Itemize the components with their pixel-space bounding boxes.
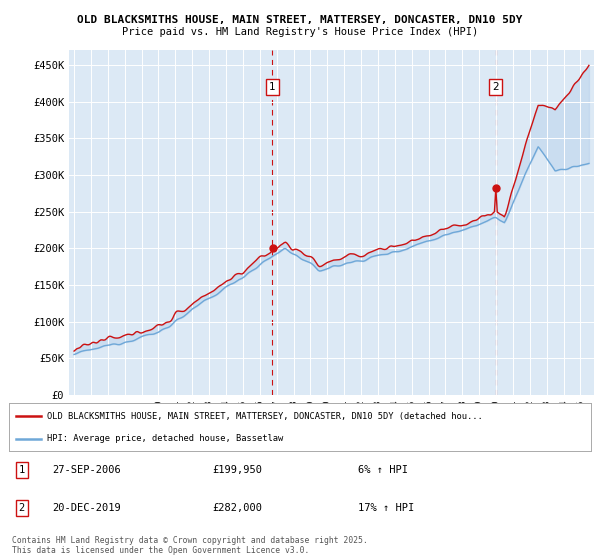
Text: 1: 1 [19,465,25,475]
Text: HPI: Average price, detached house, Bassetlaw: HPI: Average price, detached house, Bass… [47,435,283,444]
Text: £282,000: £282,000 [212,503,263,513]
Text: 2: 2 [492,82,499,92]
Text: OLD BLACKSMITHS HOUSE, MAIN STREET, MATTERSEY, DONCASTER, DN10 5DY: OLD BLACKSMITHS HOUSE, MAIN STREET, MATT… [77,15,523,25]
Text: 2: 2 [19,503,25,513]
Text: £199,950: £199,950 [212,465,263,475]
Text: 17% ↑ HPI: 17% ↑ HPI [358,503,415,513]
Text: 6% ↑ HPI: 6% ↑ HPI [358,465,408,475]
Text: This data is licensed under the Open Government Licence v3.0.: This data is licensed under the Open Gov… [12,547,310,556]
Text: 27-SEP-2006: 27-SEP-2006 [53,465,121,475]
Text: Price paid vs. HM Land Registry's House Price Index (HPI): Price paid vs. HM Land Registry's House … [122,27,478,37]
Text: Contains HM Land Registry data © Crown copyright and database right 2025.: Contains HM Land Registry data © Crown c… [12,536,368,545]
Text: 1: 1 [269,82,276,92]
Text: 20-DEC-2019: 20-DEC-2019 [53,503,121,513]
Text: OLD BLACKSMITHS HOUSE, MAIN STREET, MATTERSEY, DONCASTER, DN10 5DY (detached hou: OLD BLACKSMITHS HOUSE, MAIN STREET, MATT… [47,412,482,421]
